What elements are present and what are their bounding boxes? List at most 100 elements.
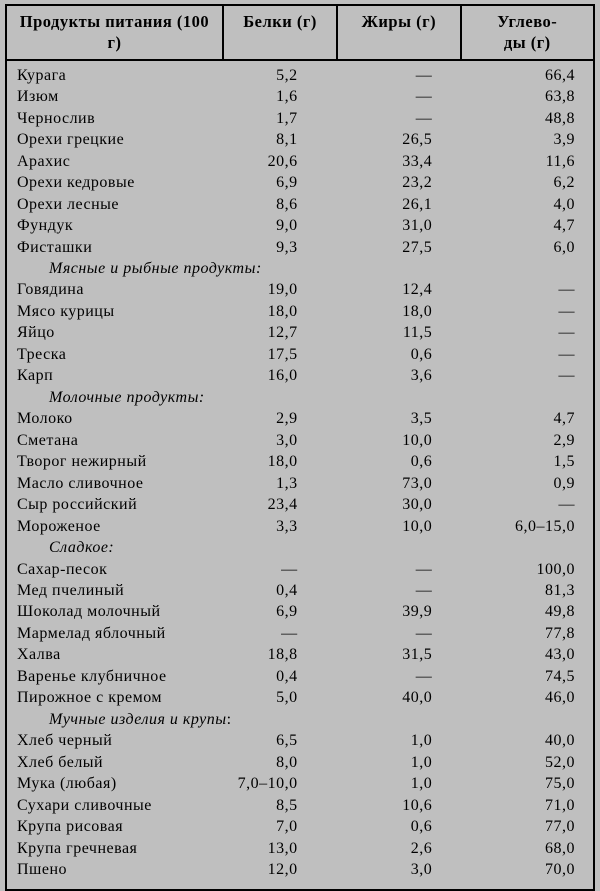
carbs-value: 71,0 bbox=[450, 795, 583, 816]
fat-value: — bbox=[318, 623, 451, 644]
product-name: Творог нежирный bbox=[17, 452, 209, 473]
table-row: Сухари сливочные8,510,671,0 bbox=[17, 795, 583, 816]
carbs-value: — bbox=[450, 323, 583, 344]
fat-value: 26,1 bbox=[318, 194, 451, 215]
product-name: Мед пчелиный bbox=[17, 581, 209, 602]
fat-value: 27,5 bbox=[318, 237, 451, 258]
protein-value: 1,6 bbox=[209, 87, 318, 108]
protein-value: 6,9 bbox=[209, 602, 318, 623]
protein-value: 16,0 bbox=[209, 366, 318, 387]
protein-value: 5,0 bbox=[209, 688, 318, 709]
carbs-value: 46,0 bbox=[450, 688, 583, 709]
section-heading: Сладкое: bbox=[17, 538, 583, 559]
fat-value: 1,0 bbox=[318, 731, 451, 752]
table-row: Халва18,831,543,0 bbox=[17, 645, 583, 666]
table-row: Курага5,2—66,4 bbox=[17, 65, 583, 86]
carbs-value: 4,7 bbox=[450, 409, 583, 430]
carbs-value: — bbox=[450, 495, 583, 516]
protein-value: 20,6 bbox=[209, 151, 318, 172]
protein-value: 12,0 bbox=[209, 860, 318, 881]
protein-value: 9,0 bbox=[209, 216, 318, 237]
product-name: Фундук bbox=[17, 216, 209, 237]
carbs-value: 48,8 bbox=[450, 108, 583, 129]
table-row: Сахар-песок——100,0 bbox=[17, 559, 583, 580]
protein-value: 12,7 bbox=[209, 323, 318, 344]
fat-value: 0,6 bbox=[318, 817, 451, 838]
product-name: Изюм bbox=[17, 87, 209, 108]
table-header: Продукты питания (100 г) Белки (г) Жиры … bbox=[7, 6, 593, 61]
table-row: Мороженое3,310,06,0–15,0 bbox=[17, 516, 583, 537]
fat-value: 3,0 bbox=[318, 860, 451, 881]
table-row: Шоколад молочный6,939,949,8 bbox=[17, 602, 583, 623]
section-heading: Мясные и рыбные продукты: bbox=[17, 258, 583, 279]
table-row: Сыр российский23,430,0— bbox=[17, 495, 583, 516]
fat-value: 40,0 bbox=[318, 688, 451, 709]
carbs-value: 66,4 bbox=[450, 65, 583, 86]
protein-value: 17,5 bbox=[209, 344, 318, 365]
protein-value: 0,4 bbox=[209, 666, 318, 687]
fat-value: 10,6 bbox=[318, 795, 451, 816]
fat-value: 39,9 bbox=[318, 602, 451, 623]
protein-value: 0,4 bbox=[209, 581, 318, 602]
table-body: Курага5,2—66,4Изюм1,6—63,8Чернослив1,7—4… bbox=[17, 65, 583, 881]
table-row: Треска17,50,6— bbox=[17, 344, 583, 365]
carbs-value: — bbox=[450, 280, 583, 301]
fat-value: 18,0 bbox=[318, 301, 451, 322]
section-heading: Мучные изделия и крупы: bbox=[17, 709, 583, 730]
protein-value: 23,4 bbox=[209, 495, 318, 516]
product-name: Варенье клубничное bbox=[17, 666, 209, 687]
table-row: Молочные продукты: bbox=[17, 387, 583, 408]
fat-value: 23,2 bbox=[318, 173, 451, 194]
carbs-value: 40,0 bbox=[450, 731, 583, 752]
header-fat: Жиры (г) bbox=[337, 6, 460, 60]
product-name: Карп bbox=[17, 366, 209, 387]
product-name: Шоколад молочный bbox=[17, 602, 209, 623]
section-heading: Молочные продукты: bbox=[17, 387, 583, 408]
fat-value: 31,0 bbox=[318, 216, 451, 237]
fat-value: 73,0 bbox=[318, 473, 451, 494]
carbs-value: 77,0 bbox=[450, 817, 583, 838]
carbs-value: 6,2 bbox=[450, 173, 583, 194]
protein-value: 6,9 bbox=[209, 173, 318, 194]
table-row: Орехи кедровые6,923,26,2 bbox=[17, 173, 583, 194]
table-row: Сладкое: bbox=[17, 538, 583, 559]
product-name: Орехи лесные bbox=[17, 194, 209, 215]
table-row: Мед пчелиный0,4—81,3 bbox=[17, 581, 583, 602]
fat-value: — bbox=[318, 108, 451, 129]
protein-value: 1,3 bbox=[209, 473, 318, 494]
table-row: Масло сливочное1,373,00,9 bbox=[17, 473, 583, 494]
table-row: Пирожное с кремом5,040,046,0 bbox=[17, 688, 583, 709]
protein-value: 7,0 bbox=[209, 817, 318, 838]
product-name: Крупа рисовая bbox=[17, 817, 209, 838]
protein-value: 8,0 bbox=[209, 752, 318, 773]
protein-value: 8,1 bbox=[209, 130, 318, 151]
fat-value: 12,4 bbox=[318, 280, 451, 301]
protein-value: — bbox=[209, 559, 318, 580]
product-name: Мармелад яблочный bbox=[17, 623, 209, 644]
fat-value: 26,5 bbox=[318, 130, 451, 151]
fat-value: 3,6 bbox=[318, 366, 451, 387]
product-name: Хлеб черный bbox=[17, 731, 209, 752]
fat-value: 1,0 bbox=[318, 774, 451, 795]
carbs-value: 4,7 bbox=[450, 216, 583, 237]
carbs-value: 70,0 bbox=[450, 860, 583, 881]
carbs-value: 2,9 bbox=[450, 430, 583, 451]
product-name: Мука (любая) bbox=[17, 774, 209, 795]
protein-value: 6,5 bbox=[209, 731, 318, 752]
carbs-value: 52,0 bbox=[450, 752, 583, 773]
product-name: Сметана bbox=[17, 430, 209, 451]
protein-value: 5,2 bbox=[209, 65, 318, 86]
fat-value: — bbox=[318, 65, 451, 86]
table-row: Варенье клубничное0,4—74,5 bbox=[17, 666, 583, 687]
table-row: Карп16,03,6— bbox=[17, 366, 583, 387]
carbs-value: 49,8 bbox=[450, 602, 583, 623]
protein-value: 3,3 bbox=[209, 516, 318, 537]
table-row: Молоко2,93,54,7 bbox=[17, 409, 583, 430]
product-name: Масло сливочное bbox=[17, 473, 209, 494]
header-protein: Белки (г) bbox=[223, 6, 337, 60]
carbs-value: 43,0 bbox=[450, 645, 583, 666]
product-name: Сыр российский bbox=[17, 495, 209, 516]
table-row: Орехи лесные8,626,14,0 bbox=[17, 194, 583, 215]
table-row: Хлеб черный6,51,040,0 bbox=[17, 731, 583, 752]
nutrition-table-frame: Продукты питания (100 г) Белки (г) Жиры … bbox=[5, 4, 595, 891]
